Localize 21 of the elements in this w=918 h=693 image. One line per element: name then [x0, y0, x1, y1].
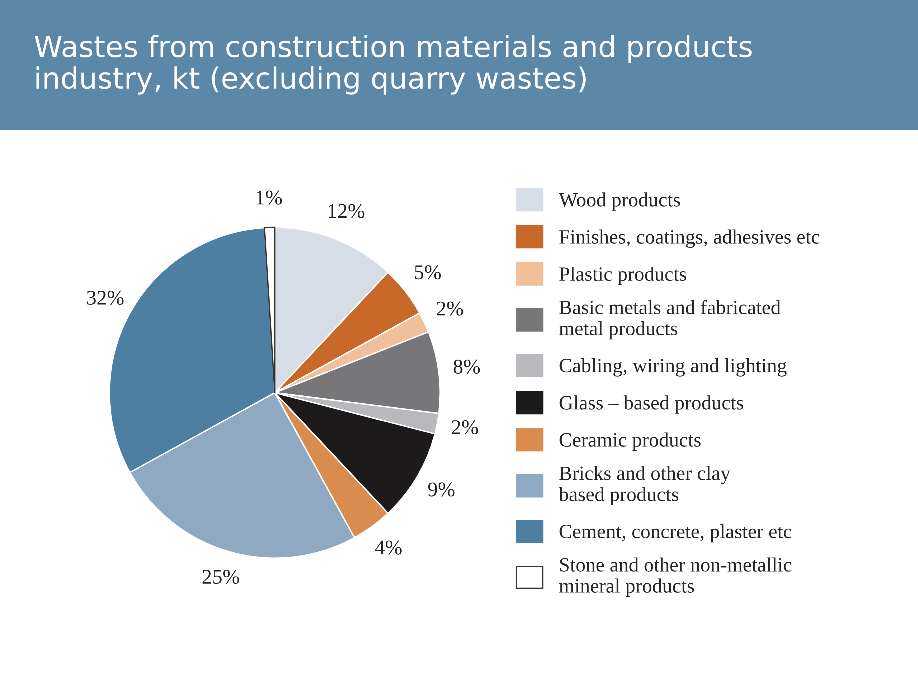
legend-label: Cabling, wiring and lighting [560, 358, 787, 377]
legend-label: Basic metals and fabricated metal products [559, 300, 781, 340]
legend-label: Ceramic products [560, 432, 701, 452]
data-label: 9% [428, 482, 455, 497]
data-label: 32% [87, 290, 124, 306]
data-label: 2% [452, 420, 478, 435]
data-label: 1% [256, 190, 282, 205]
chart-title: Wastes from construction materials and products industry, kt (excluding quarry wastes) [34, 35, 752, 95]
legend-label: Finishes, coatings, adhesives etc [560, 230, 820, 248]
legend-label: Wood products [559, 192, 680, 211]
legend-label: Stone and other non-metallic mineral products [559, 558, 792, 598]
legend-label: Bricks and other clay based products [559, 466, 731, 506]
legend-label: Glass – based products [560, 396, 744, 414]
data-label: 25% [202, 570, 240, 584]
data-label: 4% [375, 540, 402, 555]
data-label: 5% [415, 266, 442, 280]
legend-label: Cement, concrete, plaster etc [560, 524, 792, 543]
data-label: 8% [454, 360, 480, 374]
legend-label: Plastic products [560, 266, 686, 286]
data-label: 12% [328, 204, 365, 218]
data-label: 2% [437, 302, 464, 316]
